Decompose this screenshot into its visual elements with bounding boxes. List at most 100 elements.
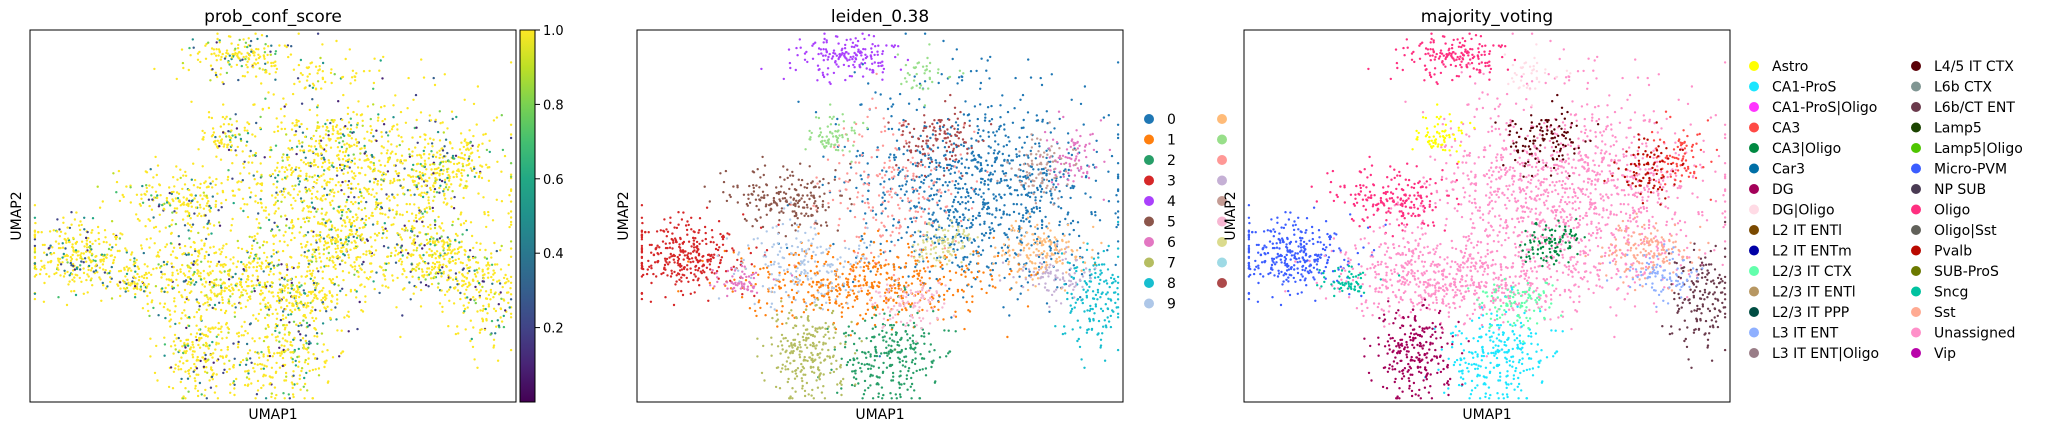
scatter-point — [1107, 114, 1111, 117]
scatter-point — [325, 193, 329, 197]
scatter-point — [198, 186, 202, 190]
scatter-point — [346, 106, 350, 110]
scatter-point — [423, 244, 426, 247]
scatter-point — [986, 106, 990, 109]
scatter-point — [39, 268, 42, 271]
scatter-point — [383, 164, 387, 167]
scatter-point — [442, 201, 445, 204]
scatter-point — [307, 220, 310, 223]
scatter-point — [993, 160, 997, 164]
scatter-point — [172, 370, 176, 373]
scatter-point — [194, 384, 197, 388]
scatter-point — [463, 292, 466, 296]
scatter-point — [207, 347, 210, 350]
scatter-point — [153, 242, 156, 245]
scatter-point — [184, 210, 187, 213]
scatter-point — [246, 352, 250, 355]
scatter-point — [211, 378, 214, 381]
scatter-point — [451, 278, 455, 281]
scatter-point — [275, 317, 279, 320]
scatter-point — [451, 223, 454, 227]
scatter-point — [183, 309, 186, 312]
scatter-point — [448, 248, 451, 252]
scatter-point — [200, 247, 203, 251]
scatter-point — [196, 394, 200, 398]
scatter-point — [228, 63, 231, 66]
scatter-point — [494, 309, 498, 313]
scatter-point — [61, 242, 64, 245]
scatter-point — [102, 260, 105, 263]
scatter-point — [156, 164, 160, 167]
scatter-point — [223, 368, 226, 371]
scatter-point — [314, 153, 317, 156]
scatter-point — [294, 133, 297, 136]
scatter-point — [211, 340, 214, 344]
scatter-point — [374, 177, 377, 181]
scatter-point — [280, 352, 283, 355]
scatter-point — [186, 210, 189, 213]
scatter-point — [297, 177, 300, 180]
scatter-point — [347, 121, 351, 124]
scatter-point — [431, 145, 434, 148]
scatter-point — [331, 188, 334, 191]
scatter-point — [500, 320, 504, 323]
scatter-point — [353, 157, 356, 160]
scatter-point — [347, 143, 351, 147]
scatter-point — [251, 244, 254, 247]
scatter-point — [324, 221, 327, 225]
scatter-point — [33, 297, 37, 301]
scatter-point — [840, 53, 843, 56]
scatter-point — [211, 180, 214, 183]
scatter-point — [378, 69, 381, 72]
scatter-point — [489, 333, 492, 336]
scatter-point — [253, 362, 256, 366]
scatter-point — [279, 107, 283, 111]
scatter-point — [206, 301, 209, 304]
scatter-point — [340, 210, 344, 214]
scatter-point — [250, 290, 254, 293]
scatter-point — [331, 236, 334, 239]
scatter-point — [164, 286, 167, 290]
scatter-point — [327, 134, 330, 137]
scatter-point — [358, 300, 361, 304]
scatter-point — [193, 283, 196, 286]
scatter-point — [473, 167, 476, 170]
scatter-point — [314, 88, 318, 91]
scatter-point — [362, 70, 366, 73]
scatter-point — [268, 174, 272, 177]
scatter-point — [57, 296, 60, 299]
scatter-point — [236, 239, 239, 243]
scatter-point — [98, 266, 102, 269]
scatter-point — [864, 48, 867, 51]
scatter-point — [372, 87, 375, 91]
scatter-point — [336, 228, 340, 231]
scatter-point — [145, 238, 148, 241]
scatter-point — [321, 322, 325, 325]
scatter-point — [121, 233, 124, 236]
scatter-point — [204, 301, 207, 305]
scatter-point — [239, 283, 242, 286]
scatter-point — [381, 212, 384, 215]
scatter-point — [136, 287, 139, 291]
scatter-point — [279, 318, 283, 322]
scatter-point — [41, 265, 44, 268]
scatter-point — [478, 155, 481, 159]
scatter-point — [1002, 145, 1005, 148]
scatter-point — [312, 235, 315, 238]
scatter-point — [462, 267, 465, 270]
scatter-point — [850, 45, 854, 48]
scatter-point — [274, 370, 278, 373]
scatter-point — [490, 275, 493, 279]
scatter-point — [957, 200, 960, 204]
scatter-point — [310, 201, 314, 204]
scatter-point — [278, 331, 281, 334]
scatter-point — [255, 183, 258, 186]
scatter-point — [276, 161, 279, 165]
scatter-point — [154, 155, 157, 159]
scatter-point — [811, 44, 814, 47]
scatter-point — [847, 64, 850, 68]
scatter-point — [891, 103, 895, 106]
scatter-point — [212, 352, 215, 355]
scatter-point — [429, 223, 432, 227]
scatter-point — [253, 257, 256, 260]
